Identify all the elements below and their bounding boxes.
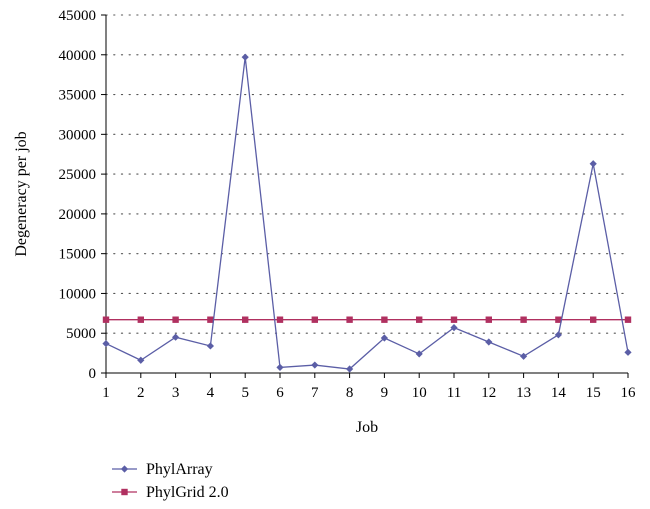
data-point [520,352,528,360]
x-tick-label: 8 [346,385,354,401]
data-point [206,342,214,350]
series-group [102,53,632,373]
y-tick-label: 0 [89,366,97,382]
x-tick-label: 14 [551,385,567,401]
y-tick-label: 35000 [59,88,97,104]
series-line [105,57,629,370]
y-tick-label: 5000 [66,326,96,342]
y-tick-label: 30000 [59,127,97,143]
data-point [485,316,492,323]
data-point [207,316,214,323]
data-point [555,316,562,323]
data-point [172,316,179,323]
y-tick-label: 10000 [59,286,97,302]
x-tick-label: 16 [621,385,637,401]
data-point [346,316,353,323]
data-point [589,160,597,168]
x-tick-label: 12 [481,385,496,401]
x-tick-label: 5 [241,385,249,401]
x-tick-label: 1 [102,385,110,401]
y-tick-label: 20000 [59,207,97,223]
data-point [624,348,632,356]
y-tick-label: 40000 [59,48,97,64]
data-point [485,338,493,346]
data-point [554,331,562,339]
y-tick-label: 45000 [59,8,97,24]
x-tick-label: 11 [447,385,461,401]
legend-label: PhylGrid 2.0 [146,484,229,501]
grid-lines [105,14,629,334]
legend-label: PhylArray [146,461,213,478]
x-axis-title: Job [356,419,378,436]
x-tick-labels: 1 2 3 4 5 6 7 8 9 10 11 12 13 14 15 16 [102,385,636,401]
x-tick-label: 2 [137,385,145,401]
y-axis-title: Degeneracy per job [13,131,30,256]
data-point [520,316,527,323]
y-tick-label: 25000 [59,167,97,183]
data-point [137,316,144,323]
legend-marker [121,488,128,496]
data-point [381,316,388,323]
y-tick-label: 15000 [59,247,97,263]
legend: PhylArray PhylGrid 2.0 [112,461,229,501]
legend-marker [120,465,129,473]
x-tick-label: 10 [412,385,427,401]
data-point [311,316,318,323]
data-point [624,316,632,323]
y-tick-labels: 0 5000 10000 15000 20000 25000 30000 35000 40000… [59,8,97,382]
x-tick-label: 13 [516,385,531,401]
data-point [276,316,284,323]
data-point [415,350,423,358]
data-point [137,356,145,364]
x-tick-label: 7 [311,385,319,401]
data-point [102,316,110,323]
data-point [590,316,597,323]
data-point [380,334,388,342]
data-point [242,316,249,323]
data-point [416,316,423,323]
data-point [311,361,319,369]
x-tick-label: 6 [276,385,284,401]
x-tick-label: 15 [586,385,601,401]
data-point [450,316,458,323]
data-point [450,324,458,332]
x-tick-label: 3 [172,385,180,401]
x-tick-label: 9 [381,385,389,401]
data-point [276,363,284,372]
axes [101,14,629,378]
data-point [172,333,180,341]
data-point [346,365,354,373]
x-tick-label: 4 [207,385,215,401]
data-point [241,53,249,61]
data-point [102,339,110,348]
